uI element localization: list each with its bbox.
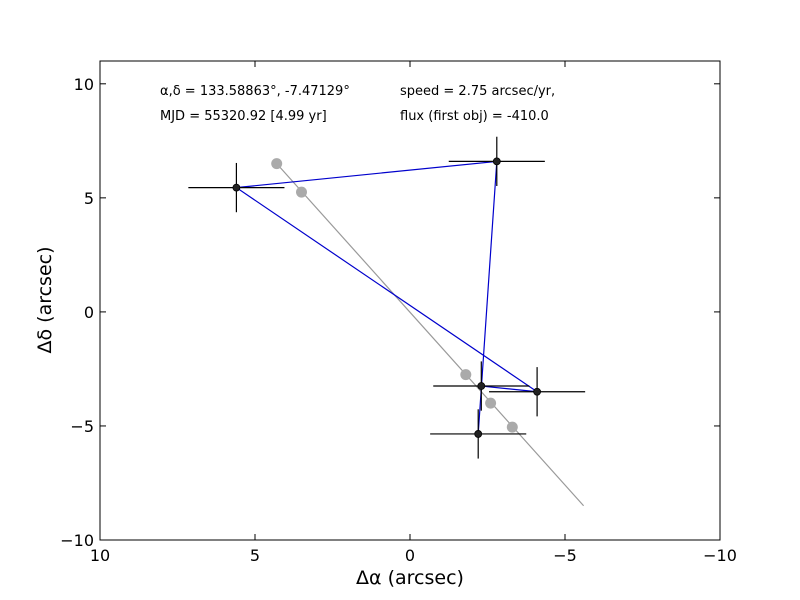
measured-point-5 <box>477 382 486 390</box>
trend-line <box>276 163 585 507</box>
model-point-1 <box>271 158 283 170</box>
speed-annotation: speed = 2.75 arcsec/yr, <box>400 84 555 99</box>
model-point-3 <box>460 369 472 381</box>
mjd-annotation: MJD = 55320.92 [4.99 yr] <box>160 109 327 124</box>
measured-point-3 <box>232 183 241 192</box>
x-axis-label: Δα (arcsec) <box>356 567 464 589</box>
flux-annotation: flux (first obj) = -410.0 <box>400 109 549 124</box>
model-point-5 <box>506 421 518 433</box>
model-point-2 <box>296 186 307 198</box>
plot-area <box>100 61 720 540</box>
y-tick-label: −10 <box>60 531 94 550</box>
model-point-4 <box>485 397 497 409</box>
y-tick-label: 5 <box>84 189 94 208</box>
y-axis-label: Δδ (arcsec) <box>34 246 56 353</box>
x-tick-label: 5 <box>250 546 260 565</box>
chart-marks <box>188 136 586 507</box>
measured-point-1 <box>474 430 483 438</box>
axis-ticks: 10 5 0 −5 −10 −10 −5 0 5 10 <box>60 61 737 565</box>
measured-point-4 <box>533 387 541 396</box>
measured-point-2 <box>492 157 501 166</box>
y-tick-label: 0 <box>84 303 94 322</box>
x-tick-label: −10 <box>703 546 737 565</box>
x-tick-label: 10 <box>90 546 110 565</box>
x-tick-label: −5 <box>553 546 577 565</box>
y-tick-label: 10 <box>74 75 94 94</box>
x-tick-label: 0 <box>405 546 415 565</box>
coords-annotation: α,δ = 133.58863°, -7.47129° <box>160 84 350 99</box>
y-tick-label: −5 <box>70 417 94 436</box>
